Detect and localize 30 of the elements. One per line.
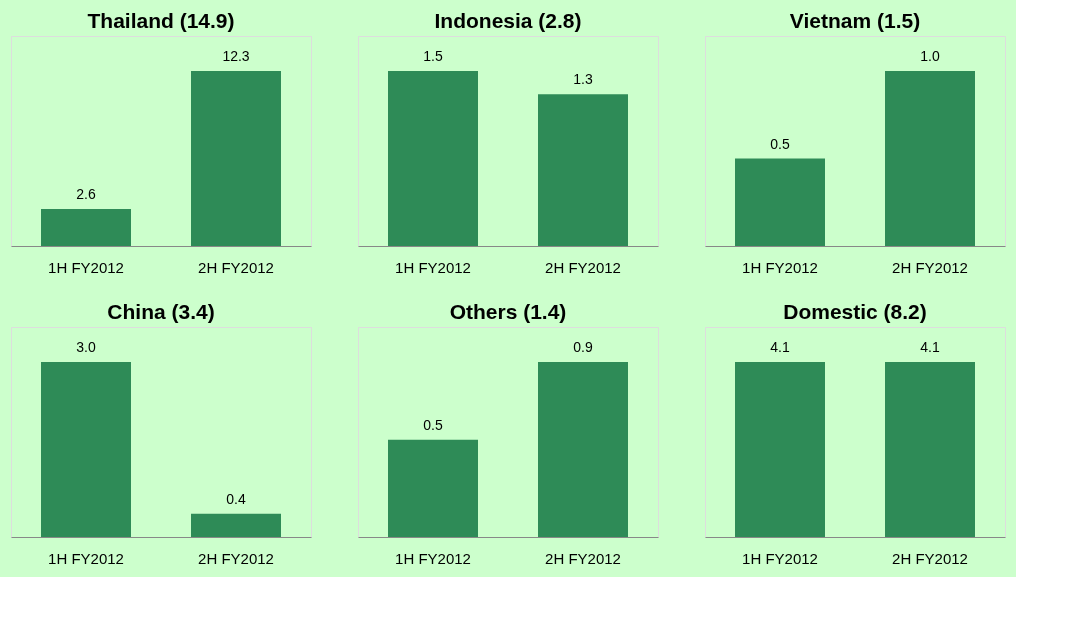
data-label: 0.9: [573, 339, 593, 355]
x-tick-label: 1H FY2012: [742, 549, 818, 567]
chart-title: Domestic (8.2): [783, 300, 927, 323]
data-label: 1.0: [920, 48, 940, 64]
x-tick-label: 1H FY2012: [395, 549, 471, 567]
chart-title: China (3.4): [107, 300, 215, 323]
data-label: 1.3: [573, 71, 593, 88]
data-label: 0.5: [770, 135, 790, 152]
data-label: 2.6: [76, 186, 96, 203]
data-label: 4.1: [770, 339, 790, 355]
x-tick-label: 2H FY2012: [545, 258, 621, 276]
data-label: 0.4: [226, 490, 246, 507]
x-tick-label: 2H FY2012: [545, 549, 621, 567]
chart-title: Thailand (14.9): [87, 9, 235, 32]
x-tick-label: 1H FY2012: [48, 549, 124, 567]
data-label: 4.1: [920, 339, 940, 355]
x-tick-label: 1H FY2012: [395, 258, 471, 276]
data-label: 12.3: [222, 48, 250, 64]
x-tick-label: 1H FY2012: [742, 258, 818, 276]
chart-title: Vietnam (1.5): [789, 9, 921, 32]
x-tick-label: 2H FY2012: [892, 549, 968, 567]
chart-title: Others (1.4): [449, 300, 567, 323]
data-label: 1.5: [423, 48, 443, 64]
data-label: 3.0: [76, 339, 96, 355]
data-label: 0.5: [423, 416, 443, 433]
chart-title: Indonesia (2.8): [434, 9, 582, 32]
x-tick-label: 1H FY2012: [48, 258, 124, 276]
x-tick-label: 2H FY2012: [198, 549, 274, 567]
x-tick-label: 2H FY2012: [198, 258, 274, 276]
x-tick-label: 2H FY2012: [892, 258, 968, 276]
